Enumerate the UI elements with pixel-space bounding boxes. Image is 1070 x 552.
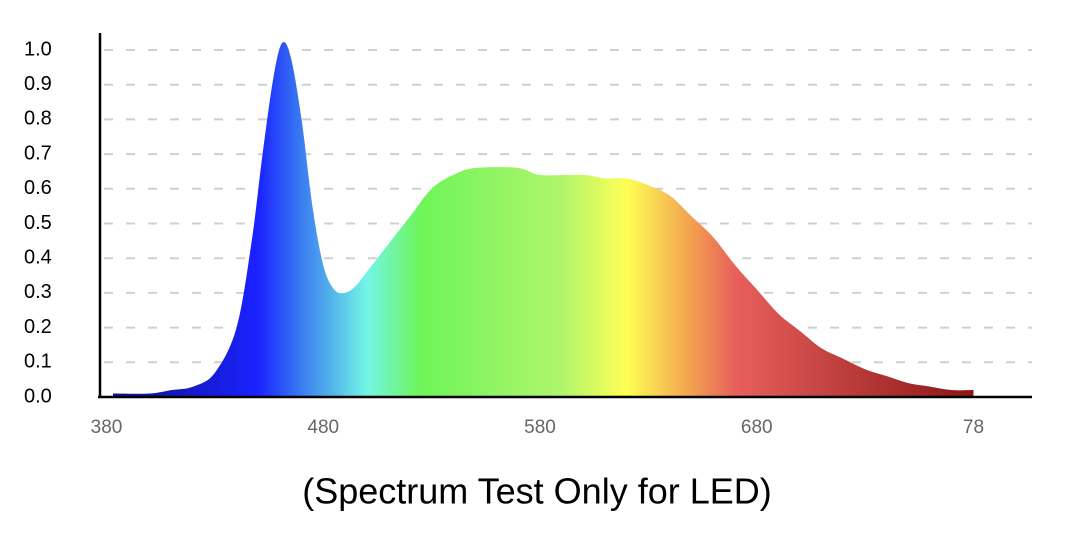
- y-tick-label: 1.0: [24, 38, 52, 60]
- y-tick-label: 0.8: [24, 108, 52, 130]
- caption: (Spectrum Test Only for LED): [302, 471, 771, 512]
- y-tick-label: 0.4: [24, 246, 52, 268]
- y-tick-label: 0.3: [24, 281, 52, 303]
- y-tick-label: 0.6: [24, 177, 52, 199]
- axes: 0.0 0.1 0.2 0.3 0.4 0.5 0.6 0.7 0.8 0.9 1.0 380 480 5…: [24, 33, 1032, 438]
- x-tick-label: 680: [741, 417, 773, 438]
- spectrum-area: [113, 41, 974, 398]
- y-tick-label: 0.2: [24, 316, 52, 338]
- x-tick-label: 380: [91, 417, 123, 438]
- y-tick-label: 0.0: [24, 385, 52, 407]
- x-tick-label: 78: [963, 417, 984, 438]
- plot-area: [113, 41, 974, 398]
- x-tick-label: 480: [307, 417, 339, 438]
- y-tick-label: 0.7: [24, 142, 52, 164]
- x-tick-label: 580: [524, 417, 556, 438]
- y-tick-label: 0.5: [24, 212, 52, 234]
- y-tick-label: 0.9: [24, 73, 52, 95]
- y-tick-label: 0.1: [24, 351, 52, 373]
